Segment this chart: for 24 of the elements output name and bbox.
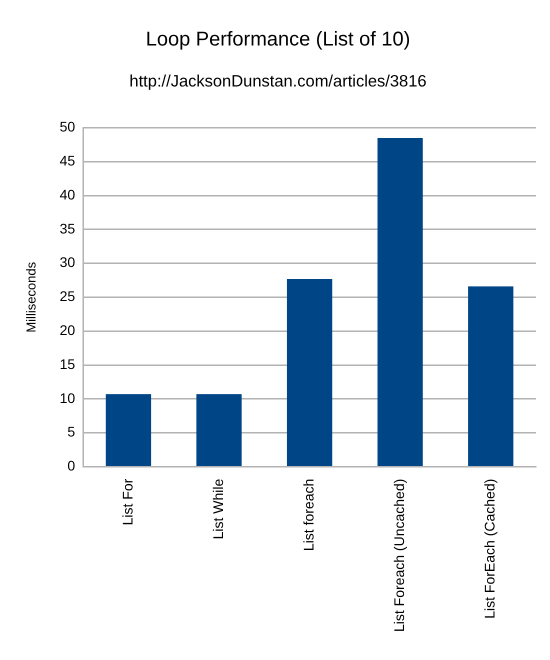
y-tick-label: 25 xyxy=(60,288,76,304)
y-tick-label: 35 xyxy=(60,220,76,236)
y-tick-label: 45 xyxy=(60,152,76,169)
y-tick-label: 50 xyxy=(60,118,76,135)
bar xyxy=(106,394,152,466)
y-tick-label: 20 xyxy=(60,322,76,338)
x-tick-label: List foreach xyxy=(300,478,316,552)
x-tick-label: List ForEach (Cached) xyxy=(482,478,498,619)
x-tick-label: List Foreach (Uncached) xyxy=(391,478,408,632)
x-tick-label: List While xyxy=(210,478,226,540)
y-tick-label: 5 xyxy=(67,424,76,440)
y-tick-label: 15 xyxy=(60,356,76,372)
y-axis-title: Milliseconds xyxy=(23,261,38,333)
bar xyxy=(196,394,242,466)
bar xyxy=(468,286,514,466)
x-tick-label: List For xyxy=(119,478,136,526)
y-tick-label: 10 xyxy=(60,390,76,406)
y-tick-label: 30 xyxy=(60,254,76,270)
y-tick-label: 0 xyxy=(67,458,76,474)
y-tick-label: 40 xyxy=(60,186,76,202)
chart-subtitle: http://JacksonDunstan.com/articles/3816 xyxy=(129,72,427,90)
bar xyxy=(286,278,332,466)
chart-title: Loop Performance (List of 10) xyxy=(146,28,410,51)
bar xyxy=(378,138,423,466)
